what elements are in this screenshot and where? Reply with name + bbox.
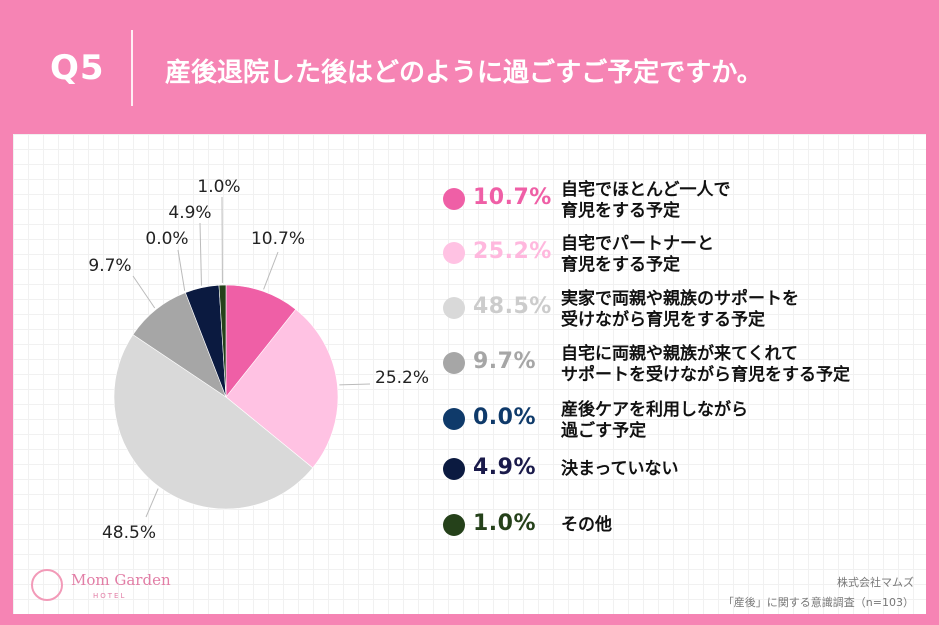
legend-item-4: 9.7% 自宅に両親や親族が来てくれて サポートを受けながら育児をする予定: [443, 344, 923, 396]
legend-percent: 4.9%: [473, 455, 537, 480]
legend-item-3: 48.5% 実家で両親や親族のサポートを 受けながら育児をする予定: [443, 289, 923, 341]
legend-dot-icon: [443, 188, 465, 210]
legend-label: 決まっていない: [561, 459, 679, 479]
legend-item-1: 10.7% 自宅でほとんど一人で 育児をする予定: [443, 180, 923, 232]
legend-item-7: 1.0% その他: [443, 511, 923, 562]
legend-percent: 48.5%: [473, 294, 552, 319]
pie-slice-1: [225, 284, 297, 398]
data-label-slice-6: 4.9%: [168, 203, 211, 223]
legend-dot-icon: [443, 297, 465, 319]
logo-subtitle: HOTEL: [93, 592, 127, 600]
legend-percent: 1.0%: [473, 511, 537, 536]
legend-label: その他: [561, 515, 612, 535]
legend-label: 自宅でほとんど一人で 育児をする予定: [561, 180, 731, 221]
legend-label: 自宅に両親や親族が来てくれて サポートを受けながら育児をする予定: [561, 344, 850, 385]
legend-percent: 9.7%: [473, 349, 537, 374]
pie-slice-7: [218, 284, 227, 398]
pie-slice-3: [113, 334, 314, 510]
legend-item-6: 4.9% 決まっていない: [443, 455, 923, 506]
legend-dot-icon: [443, 458, 465, 480]
leader-line-slice-2: [339, 383, 371, 386]
data-label-slice-2: 25.2%: [375, 368, 429, 388]
question-title: 産後退院した後はどのように過ごすご予定ですか。: [165, 58, 763, 88]
legend-label: 自宅でパートナーと 育児をする予定: [561, 234, 714, 275]
legend-dot-icon: [443, 408, 465, 430]
mom-garden-logo: Mom Garden HOTEL: [31, 567, 171, 607]
leader-line-slice-4: [132, 275, 156, 309]
leader-line-slice-1: [263, 251, 279, 290]
legend-percent: 25.2%: [473, 239, 552, 264]
pie-chart: 10.7% 25.2% 48.5% 9.7% 0.0% 4.9% 1.0%: [88, 177, 429, 543]
legend-item-5: 0.0% 産後ケアを利用しながら 過ごす予定: [443, 400, 923, 452]
legend-dot-icon: [443, 352, 465, 374]
leader-line-slice-3: [145, 488, 159, 518]
chart-panel: 10.7% 25.2% 48.5% 9.7% 0.0% 4.9% 1.0% 10.7% 自宅で…: [13, 134, 926, 614]
data-label-slice-4: 9.7%: [88, 256, 131, 276]
legend-label: 実家で両親や親族のサポートを 受けながら育児をする予定: [561, 289, 799, 330]
header: Q5 産後退院した後はどのように過ごすご予定ですか。: [0, 0, 939, 134]
legend-percent: 10.7%: [473, 185, 552, 210]
leader-line-slice-5: [177, 249, 186, 291]
legend-dot-icon: [443, 514, 465, 536]
legend-item-2: 25.2% 自宅でパートナーと 育児をする予定: [443, 234, 923, 286]
legend-percent: 0.0%: [473, 405, 537, 430]
data-label-slice-3: 48.5%: [102, 523, 156, 543]
legend-label: 産後ケアを利用しながら 過ごす予定: [561, 400, 748, 441]
logo-emblem-icon: [31, 569, 63, 601]
logo-name: Mom Garden: [71, 571, 171, 589]
data-label-slice-7: 1.0%: [197, 177, 240, 197]
data-label-slice-1: 10.7%: [251, 229, 305, 249]
credit-company: 株式会社マムズ: [837, 576, 914, 589]
pie-slice-2: [225, 308, 339, 469]
leader-line-slice-6: [199, 222, 202, 286]
question-number: Q5: [50, 48, 105, 88]
legend-dot-icon: [443, 242, 465, 264]
data-label-slice-5: 0.0%: [145, 229, 188, 249]
header-divider: [131, 30, 133, 106]
credit-survey: 「産後」に関する意識調査（n=103）: [722, 596, 914, 609]
